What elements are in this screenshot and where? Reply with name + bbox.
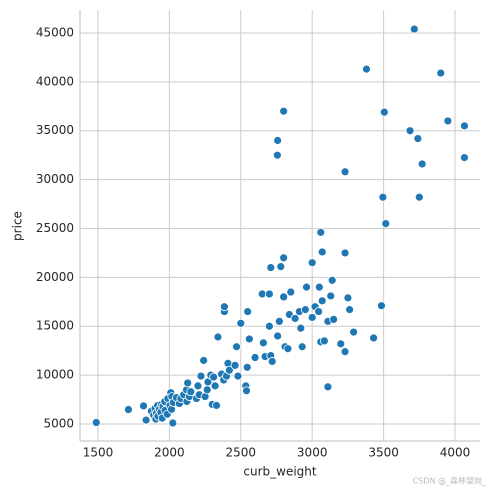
point (296, 323, 306, 333)
x-tick-label: 3500 (368, 446, 399, 460)
point (323, 382, 333, 392)
point (409, 24, 419, 34)
x-tick-label: 3000 (297, 446, 328, 460)
point (377, 301, 386, 311)
y-tick-label: 35000 (36, 123, 74, 137)
y-tick-label: 30000 (36, 172, 74, 186)
point (199, 356, 209, 365)
point (224, 365, 234, 375)
point (297, 342, 307, 352)
point (414, 192, 424, 202)
point (443, 116, 453, 126)
point (230, 360, 240, 370)
point (236, 318, 246, 328)
y-tick-label: 25000 (36, 221, 74, 235)
point (327, 275, 337, 285)
point (243, 307, 253, 316)
point (436, 68, 446, 78)
point (345, 305, 355, 315)
point (413, 134, 423, 143)
point (272, 150, 282, 160)
point (316, 227, 326, 237)
point (213, 332, 223, 342)
point (233, 371, 243, 381)
y-tick-label: 20000 (36, 270, 74, 284)
point (258, 338, 268, 348)
point (362, 64, 371, 74)
point (369, 333, 379, 343)
point (141, 415, 151, 425)
point (193, 381, 203, 391)
point (460, 121, 469, 131)
point (381, 219, 391, 228)
point (340, 248, 350, 258)
point (274, 316, 284, 326)
point (379, 107, 389, 117)
point (242, 362, 252, 372)
point (340, 347, 350, 357)
point (317, 296, 327, 306)
point (232, 342, 241, 352)
point (242, 386, 251, 396)
point (91, 418, 101, 427)
point (250, 353, 260, 362)
point (378, 192, 388, 202)
point (183, 378, 193, 388)
point (300, 305, 310, 315)
point (279, 106, 289, 116)
point (244, 334, 254, 344)
y-axis-label: price (11, 211, 25, 241)
point (273, 136, 283, 145)
point (264, 289, 274, 299)
point (314, 307, 324, 316)
point (326, 291, 336, 301)
point (417, 159, 427, 169)
point (349, 327, 359, 337)
point (302, 282, 311, 292)
point (276, 262, 286, 272)
point (186, 387, 196, 397)
point (307, 313, 317, 322)
point (139, 401, 148, 411)
point (210, 381, 220, 391)
point (460, 153, 469, 163)
x-tick-label: 1500 (83, 446, 114, 460)
point (209, 372, 219, 382)
point (202, 385, 212, 395)
point (307, 258, 317, 268)
point (283, 344, 293, 354)
point (314, 282, 324, 292)
y-tick-label: 15000 (36, 319, 74, 333)
point (168, 418, 178, 428)
y-tick-label: 5000 (43, 416, 74, 430)
point (329, 314, 339, 324)
point (264, 321, 274, 331)
watermark: CSDN @_森林望岗_ (413, 476, 487, 486)
point (279, 253, 289, 263)
x-tick-label: 2000 (154, 446, 185, 460)
point (340, 167, 350, 177)
point (336, 339, 346, 349)
point (405, 126, 415, 136)
point (267, 357, 277, 366)
x-tick-label: 2500 (226, 446, 257, 460)
point (343, 293, 353, 303)
point (266, 263, 276, 272)
x-tick-label: 4000 (440, 446, 471, 460)
point (273, 331, 283, 341)
point (319, 336, 329, 346)
point (196, 371, 206, 381)
y-tick-label: 45000 (36, 25, 74, 39)
point (219, 302, 229, 312)
y-tick-label: 40000 (36, 74, 74, 88)
y-tick-label: 10000 (36, 368, 74, 382)
point (124, 405, 133, 414)
point (212, 401, 221, 410)
point (317, 247, 327, 257)
point (279, 292, 289, 302)
x-axis-label: curb_weight (243, 465, 317, 479)
point (286, 287, 296, 297)
point (290, 314, 300, 323)
